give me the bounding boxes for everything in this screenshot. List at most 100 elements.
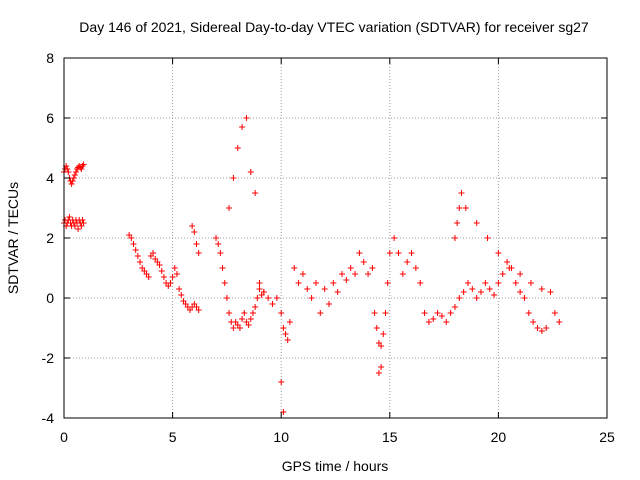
data-point — [278, 310, 285, 316]
data-point — [517, 271, 524, 277]
data-point — [495, 280, 502, 286]
data-point — [473, 220, 480, 226]
data-point — [130, 241, 137, 247]
data-point — [295, 280, 302, 286]
data-point — [66, 214, 73, 220]
data-point — [247, 316, 254, 322]
data-point — [245, 322, 252, 328]
data-point — [382, 310, 389, 316]
data-point — [150, 250, 157, 256]
data-point — [556, 319, 563, 325]
data-point — [158, 268, 165, 274]
data-point — [458, 190, 465, 196]
data-point — [365, 271, 372, 277]
data-point — [191, 229, 198, 235]
x-tick-label: 10 — [273, 429, 289, 445]
data-point — [380, 331, 387, 337]
data-point — [72, 169, 79, 175]
data-point — [352, 271, 359, 277]
data-point — [252, 304, 259, 310]
data-point — [356, 250, 363, 256]
data-point — [226, 205, 233, 211]
data-point — [260, 289, 267, 295]
data-point — [70, 175, 77, 181]
data-point — [128, 235, 135, 241]
data-point — [462, 205, 469, 211]
y-tick-label: 2 — [46, 230, 54, 246]
y-tick-label: 8 — [46, 50, 54, 66]
data-point — [330, 280, 337, 286]
data-point — [538, 286, 545, 292]
x-tick-label: 20 — [491, 429, 507, 445]
data-point — [386, 250, 393, 256]
data-point — [495, 250, 502, 256]
data-point — [64, 166, 71, 172]
data-point — [254, 295, 261, 301]
data-point — [399, 271, 406, 277]
data-point — [282, 331, 289, 337]
data-point — [395, 250, 402, 256]
data-point — [304, 286, 311, 292]
data-point — [473, 295, 480, 301]
grid — [64, 58, 607, 418]
data-point — [512, 280, 519, 286]
data-point — [239, 124, 246, 130]
data-point — [195, 307, 202, 313]
data-point — [317, 310, 324, 316]
y-tick-label: -2 — [42, 350, 55, 366]
data-point — [68, 181, 75, 187]
x-axis-label: GPS time / hours — [282, 458, 389, 474]
data-point — [223, 295, 230, 301]
data-point — [286, 319, 293, 325]
data-point — [230, 175, 237, 181]
data-point — [312, 280, 319, 286]
data-point — [456, 295, 463, 301]
data-point — [482, 280, 489, 286]
data-point — [215, 241, 222, 247]
data-point — [551, 310, 558, 316]
data-point — [334, 289, 341, 295]
data-point — [347, 265, 354, 271]
x-tick-label: 5 — [169, 429, 177, 445]
data-point — [378, 343, 385, 349]
data-point — [145, 274, 152, 280]
data-point — [321, 286, 328, 292]
data-point — [408, 250, 415, 256]
data-point — [226, 310, 233, 316]
data-point — [299, 271, 306, 277]
data-point — [280, 325, 287, 331]
data-point — [478, 289, 485, 295]
data-point — [464, 280, 471, 286]
y-tick-label: -4 — [42, 410, 55, 426]
data-point — [71, 172, 78, 178]
data-point — [438, 313, 445, 319]
data-point — [69, 178, 76, 184]
y-tick-label: 0 — [46, 290, 54, 306]
data-point — [241, 310, 248, 316]
x-tick-label: 25 — [599, 429, 615, 445]
data-point — [79, 217, 86, 223]
y-axis-ticks: -4 -2 0 2 4 6 8 — [42, 50, 607, 426]
y-tick-label: 4 — [46, 170, 54, 186]
data-point — [80, 220, 87, 226]
data-point — [425, 319, 432, 325]
data-point — [499, 271, 506, 277]
data-point — [454, 220, 461, 226]
data-point — [160, 274, 167, 280]
data-point — [171, 265, 178, 271]
data-point — [443, 319, 450, 325]
data-point — [265, 295, 272, 301]
data-point — [249, 310, 256, 316]
data-point — [534, 325, 541, 331]
data-point — [369, 265, 376, 271]
data-point — [527, 280, 534, 286]
y-tick-label: 6 — [46, 110, 54, 126]
data-point — [137, 259, 144, 265]
data-point — [256, 280, 263, 286]
data-point — [176, 286, 183, 292]
data-point — [132, 247, 139, 253]
data-point — [484, 235, 491, 241]
x-tick-label: 15 — [382, 429, 398, 445]
data-point — [434, 310, 441, 316]
